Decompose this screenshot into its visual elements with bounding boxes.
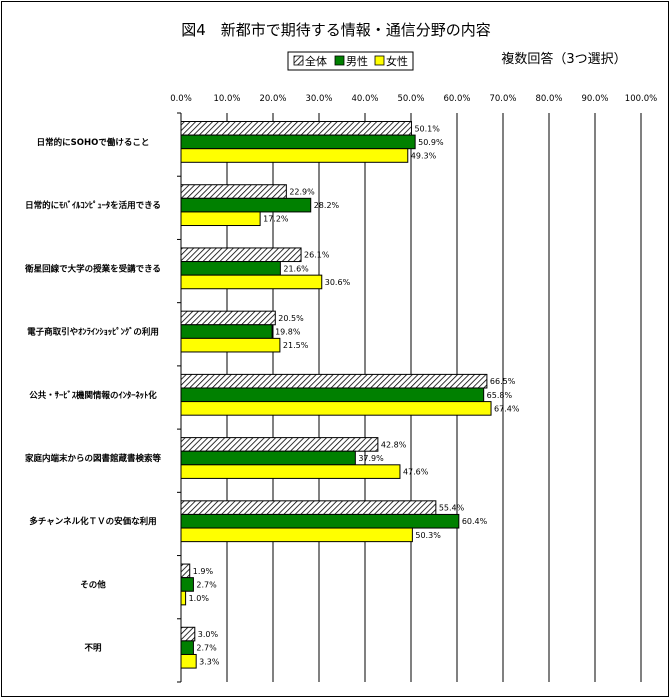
data-label: 2.7%: [196, 580, 217, 589]
data-label: 1.0%: [189, 594, 210, 603]
data-label: 37.9%: [358, 454, 384, 463]
x-tick-label: 60.0%: [443, 94, 470, 104]
bar: [180, 261, 281, 276]
category-label: 家庭内端末からの図書館蔵書検索等: [25, 453, 162, 464]
data-label: 42.8%: [381, 440, 407, 449]
bar: [180, 247, 302, 263]
bar: [180, 121, 412, 136]
bar: [180, 577, 194, 592]
x-tick-label: 70.0%: [489, 94, 516, 104]
category-labels: 日常的にSOHOで働けること日常的にﾓﾊﾞｲﾙｺﾝﾋﾟｭｰﾀを活用できる衛星回線…: [24, 137, 161, 654]
data-label: 30.6%: [325, 278, 351, 287]
data-label: 49.3%: [411, 152, 437, 161]
bar: [180, 184, 287, 199]
legend-label-all: 全体: [305, 54, 327, 68]
x-tick-label: 80.0%: [535, 94, 562, 104]
category-label: 多チャンネル化ＴＶの安価な利用: [29, 516, 156, 527]
x-tick-label: 100.0%: [625, 94, 657, 104]
category-label: 衛星回線で大学の授業を受講できる: [24, 263, 161, 274]
data-label: 3.3%: [199, 657, 220, 666]
legend-swatch-female: [374, 55, 385, 66]
bar: [180, 437, 379, 452]
category-label: 公共・ｻｰﾋﾞｽ機関情報のｲﾝﾀｰﾈｯﾄ化: [29, 390, 157, 401]
data-label: 50.9%: [418, 138, 444, 147]
bar: [180, 590, 187, 606]
data-label: 55.4%: [439, 504, 465, 513]
bar: [180, 211, 261, 227]
data-label: 50.3%: [415, 531, 441, 540]
data-label: 60.4%: [462, 517, 488, 526]
bar: [180, 464, 401, 479]
category-label: 日常的にﾓﾊﾞｲﾙｺﾝﾋﾟｭｰﾀを活用できる: [25, 200, 161, 211]
x-tick-label: 10.0%: [213, 94, 240, 104]
bar: [180, 653, 197, 669]
data-label: 21.6%: [283, 264, 309, 273]
bar: [180, 563, 191, 579]
x-tick-label: 90.0%: [581, 94, 608, 104]
legend: 全体 男性 女性: [287, 51, 414, 71]
legend-label-male: 男性: [346, 54, 368, 68]
bar: [180, 197, 312, 213]
data-label: 20.5%: [278, 314, 304, 323]
x-tick-label: 50.0%: [397, 94, 424, 104]
data-label: 19.8%: [275, 328, 301, 337]
bar: [180, 324, 273, 339]
bar: [180, 450, 356, 466]
data-label: 66.5%: [490, 377, 516, 386]
data-label: 1.9%: [193, 567, 214, 576]
data-label: 3.0%: [198, 630, 219, 639]
legend-swatch-male: [334, 55, 345, 66]
chart-subtitle: 複数回答（3つ選択）: [501, 51, 626, 67]
bar: [180, 373, 488, 389]
data-label: 26.1%: [304, 251, 330, 260]
x-tick-label: 40.0%: [351, 94, 378, 104]
legend-label-female: 女性: [386, 54, 408, 68]
data-label: 17.2%: [263, 215, 289, 224]
bar: [180, 626, 196, 642]
category-label: その他: [80, 579, 106, 590]
legend-swatch-all: [293, 55, 304, 66]
category-label: 日常的にSOHOで働けること: [37, 137, 150, 148]
category-label: 電子商取引やｵﾝﾗｲﾝｼｮｯﾋﾟﾝｸﾞの利用: [27, 327, 159, 338]
bar: [180, 310, 276, 326]
category-label: 不明: [84, 644, 102, 654]
bar: [180, 500, 437, 515]
x-tick-label: 30.0%: [305, 94, 332, 104]
bar: [180, 148, 409, 163]
chart-title: 図4 新都市で期待する情報・通信分野の内容: [181, 21, 491, 39]
bar: [180, 513, 460, 529]
bar: [180, 337, 281, 353]
data-label: 2.7%: [196, 644, 217, 653]
axes: [177, 112, 182, 683]
bar: [180, 527, 413, 543]
bar: [180, 401, 492, 416]
data-label: 50.1%: [414, 124, 440, 133]
data-labels: 50.1% 50.9% 49.3% 22.9% 28.2% 17.2% 26.1% 21.6%…: [189, 124, 520, 666]
x-tick-label: 20.0%: [259, 94, 286, 104]
bar: [180, 640, 194, 655]
data-label: 28.2%: [314, 201, 340, 210]
x-tick-label: 0.0%: [170, 94, 192, 104]
bar: [180, 134, 416, 150]
bar: [180, 274, 323, 290]
data-label: 21.5%: [283, 341, 309, 350]
data-label: 22.9%: [289, 188, 315, 197]
bar: [180, 387, 485, 403]
data-label: 47.6%: [403, 468, 429, 477]
data-label: 65.8%: [487, 391, 513, 400]
bars: [180, 121, 492, 669]
x-tick-labels: 0.0% 10.0% 20.0% 30.0% 40.0% 50.0% 60.0% 70.0% 8…: [170, 94, 657, 104]
data-label: 67.4%: [494, 404, 520, 413]
